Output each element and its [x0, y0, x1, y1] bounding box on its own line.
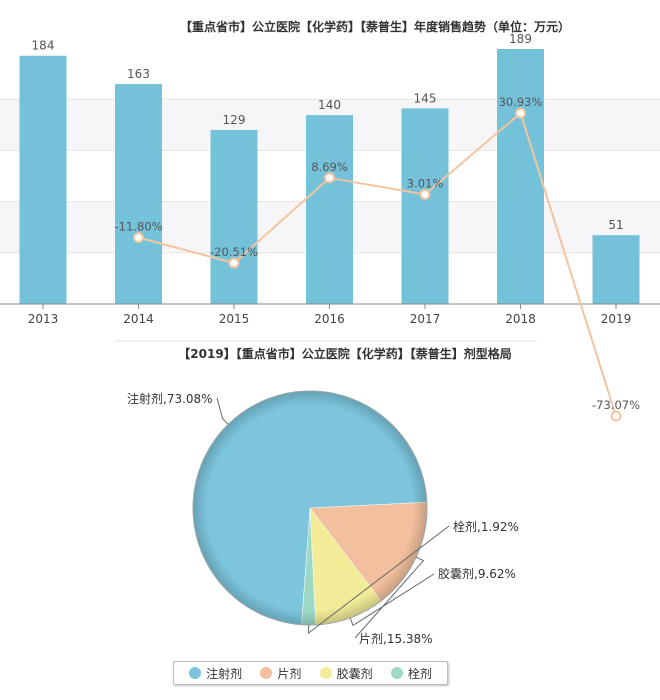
bar [592, 235, 640, 304]
legend-swatch-icon [319, 667, 332, 679]
growth-label: -73.07% [592, 398, 640, 412]
pie-slice-label: 胶囊剂,9.62% [438, 566, 516, 581]
growth-point [133, 232, 144, 244]
pie-leader-line [308, 525, 450, 635]
growth-label: 30.93% [499, 95, 543, 109]
x-tick-label: 2017 [410, 312, 441, 326]
legend-item[interactable]: 片剂 [260, 665, 301, 682]
legend-item[interactable]: 注射剂 [189, 665, 242, 682]
growth-label: -20.51% [210, 245, 258, 259]
bar-value-label: 145 [414, 91, 437, 105]
x-tick-label: 2019 [601, 312, 632, 326]
bar-value-label: 189 [509, 32, 532, 46]
bar [497, 49, 544, 304]
growth-point [515, 107, 526, 119]
legend-item[interactable]: 胶囊剂 [319, 665, 373, 682]
bar-value-label: 184 [32, 39, 55, 53]
growth-point [324, 172, 335, 184]
grid-band [0, 48, 660, 100]
bar [401, 108, 449, 304]
pie-slice-label: 注射剂,73.08% [127, 391, 213, 406]
growth-label: -11.80% [115, 220, 163, 234]
legend-label: 栓剂 [407, 666, 432, 681]
pie-rim [192, 390, 428, 626]
x-tick-label: 2014 [123, 312, 154, 326]
legend-label: 片剂 [277, 666, 302, 681]
pie-chart-title: 【2019】【重点省市】公立医院【化学药】【萘普生】剂型格局 [178, 347, 512, 361]
pie-slice-label: 栓剂,1.92% [453, 519, 519, 534]
growth-point [228, 257, 240, 269]
growth-label: 3.01% [407, 176, 444, 190]
bar-value-label: 129 [223, 113, 246, 127]
growth-line [138, 111, 617, 417]
growth-point [419, 188, 431, 200]
growth-point [610, 410, 622, 422]
x-tick-label: 2018 [505, 312, 536, 326]
pie-slice-label: 片剂,15.38% [359, 631, 433, 646]
pie-legend[interactable]: 注射剂 片剂 胶囊剂 栓剂 [173, 661, 448, 685]
legend-swatch-icon [390, 667, 403, 679]
bar-chart-title: 【重点省市】公立医院【化学药】【萘普生】年度销售趋势（单位：万元） [179, 20, 570, 34]
bar [210, 129, 258, 304]
legend-swatch-icon [260, 667, 273, 679]
legend-label: 胶囊剂 [336, 666, 373, 681]
pie-leader-line [354, 556, 425, 639]
bar [115, 84, 162, 304]
pie-leader-line [216, 397, 229, 425]
bar-value-label: 163 [127, 67, 150, 81]
legend-item[interactable]: 栓剂 [390, 665, 432, 682]
x-tick-label: 2013 [28, 312, 59, 326]
x-tick-label: 2015 [219, 312, 250, 326]
pie-leader-line [349, 573, 435, 627]
bar [306, 115, 353, 304]
legend-label: 注射剂 [206, 666, 243, 681]
x-tick-label: 2016 [314, 312, 345, 326]
bar-value-label: 51 [608, 218, 623, 232]
legend-swatch-icon [189, 667, 202, 679]
growth-label: 8.69% [311, 160, 348, 174]
bar [19, 55, 67, 304]
bar-value-label: 140 [318, 98, 341, 112]
